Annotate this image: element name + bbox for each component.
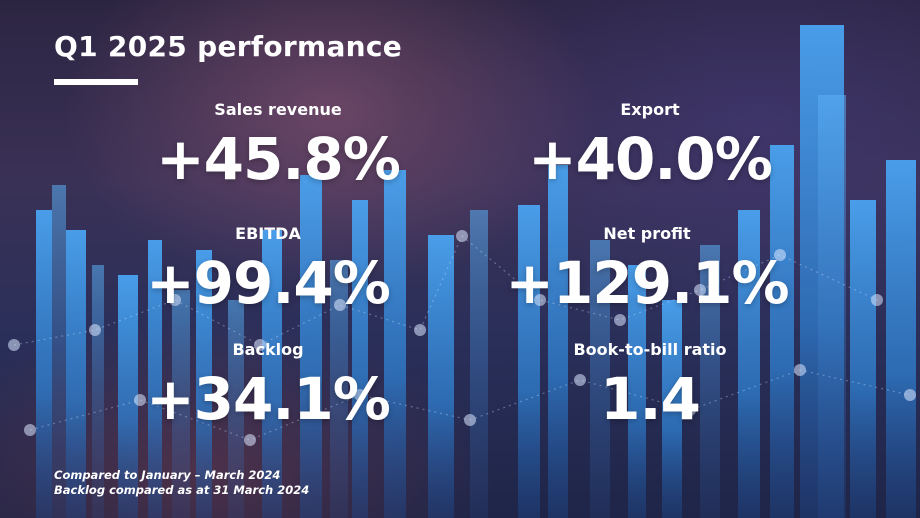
metric-value: +34.1% — [146, 365, 391, 433]
background-bar — [352, 200, 368, 518]
background-bar — [700, 245, 720, 518]
page-title: Q1 2025 performance — [54, 30, 403, 63]
background-dot — [694, 284, 706, 296]
metric-value: +45.8% — [156, 125, 401, 193]
background-bar — [118, 275, 138, 518]
background-dot — [614, 314, 626, 326]
background-dot — [354, 389, 366, 401]
metric-value: +99.4% — [146, 249, 391, 317]
background-dot — [456, 230, 468, 242]
background-bar — [628, 265, 646, 518]
background-dot — [134, 394, 146, 406]
background-bar — [518, 205, 540, 518]
background-bar — [262, 230, 282, 518]
metric-sales-revenue: Sales revenue +45.8% — [128, 100, 428, 190]
metric-book-to-bill-ratio: Book-to-bill ratio 1.4 — [500, 340, 800, 430]
metric-ebitda: EBITDA +99.4% — [118, 224, 418, 314]
background-dot — [169, 294, 181, 306]
background-dot — [904, 389, 916, 401]
background-bar — [300, 175, 322, 518]
title-underline — [54, 79, 138, 85]
background-bar — [470, 210, 488, 518]
metric-label: Export — [620, 100, 680, 119]
background-bar — [590, 240, 610, 518]
background-bar — [850, 200, 876, 518]
background-bar — [148, 240, 162, 518]
background-bar — [886, 160, 916, 518]
background-bar — [738, 210, 760, 518]
background-dot — [574, 374, 586, 386]
metric-label: Net profit — [603, 224, 691, 243]
background-dot — [414, 324, 426, 336]
background-bar — [228, 300, 244, 518]
background-dot — [534, 294, 546, 306]
background-bar — [818, 95, 846, 518]
metric-net-profit: Net profit +129.1% — [497, 224, 797, 314]
metric-label: Sales revenue — [214, 100, 342, 119]
metric-value: 1.4 — [600, 365, 701, 433]
background-dot — [684, 404, 696, 416]
background-dot — [774, 249, 786, 261]
background-dot — [8, 339, 20, 351]
background-dot — [871, 294, 883, 306]
metric-backlog: Backlog +34.1% — [118, 340, 418, 430]
background-trend-line — [13, 235, 878, 346]
metric-label: EBITDA — [235, 224, 301, 243]
background-dot — [254, 339, 266, 351]
background-dot — [244, 434, 256, 446]
background-bar — [36, 210, 52, 518]
background-dot — [89, 324, 101, 336]
background-bar — [330, 260, 348, 518]
metric-label: Backlog — [232, 340, 304, 359]
metric-label: Book-to-bill ratio — [573, 340, 727, 359]
metric-value: +40.0% — [528, 125, 773, 193]
background-bar — [66, 230, 86, 518]
footnote-comparison: Compared to January – March 2024 — [54, 468, 281, 482]
background-dot — [464, 414, 476, 426]
background-dot — [24, 424, 36, 436]
background-dot — [794, 364, 806, 376]
background-bar — [662, 300, 682, 518]
background-bar — [384, 170, 406, 518]
background-bar — [770, 145, 794, 518]
background-bar — [196, 250, 212, 518]
metric-value: +129.1% — [505, 249, 789, 317]
footnotes: Compared to January – March 2024 Backlog… — [54, 468, 309, 498]
metric-export: Export +40.0% — [500, 100, 800, 190]
footnote-backlog: Backlog compared as at 31 March 2024 — [54, 483, 310, 497]
background-bar — [172, 290, 190, 518]
background-bar — [428, 235, 454, 518]
background-dot — [334, 299, 346, 311]
background-bar — [548, 165, 568, 518]
background-bar — [52, 185, 66, 518]
